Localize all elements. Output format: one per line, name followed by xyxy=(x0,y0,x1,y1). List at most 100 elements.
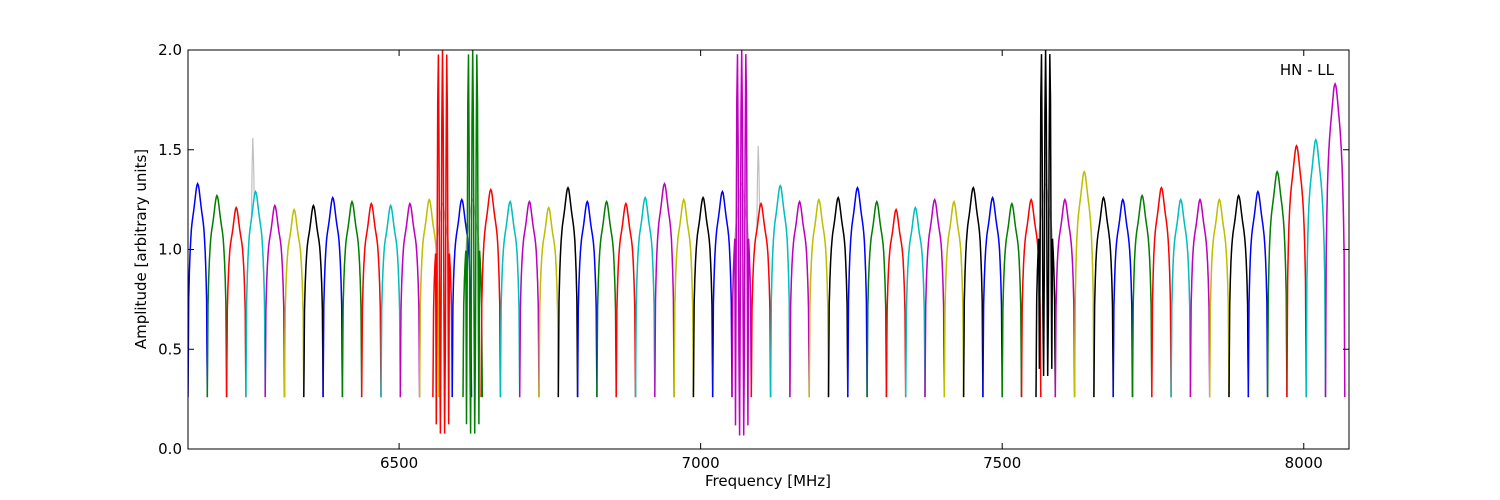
channel-background-trace xyxy=(557,186,579,398)
channel-trace xyxy=(380,203,402,398)
channel-background-trace xyxy=(1001,202,1023,398)
channel-background-trace xyxy=(206,194,228,398)
channel-background-trace xyxy=(827,196,849,398)
channel-trace xyxy=(1247,189,1269,398)
channel-background-trace xyxy=(1305,138,1327,398)
channel-trace xyxy=(750,201,772,398)
channel-trace xyxy=(432,50,453,434)
x-tick-label: 7000 xyxy=(682,454,720,472)
channel-trace xyxy=(557,186,579,398)
channel-background-trace xyxy=(866,200,888,398)
channel-background-trace xyxy=(924,198,945,398)
channel-trace xyxy=(462,50,484,434)
channel-trace xyxy=(451,197,473,398)
channel-background-trace xyxy=(380,204,401,398)
channel-trace xyxy=(596,199,617,398)
channel-background-trace xyxy=(731,182,752,398)
channel-trace xyxy=(1170,197,1192,398)
channel-trace xyxy=(499,199,521,398)
channel-trace xyxy=(188,181,209,398)
channel-trace xyxy=(360,201,382,398)
channel-background-trace xyxy=(519,200,540,398)
y-axis-ticks: 0.0 0.5 1.0 1.5 2.0 xyxy=(158,41,1349,458)
channel-trace xyxy=(1054,197,1076,398)
y-axis-label: Amplitude [arbitrary units] xyxy=(132,149,150,349)
channel-trace xyxy=(1035,50,1057,398)
y-tick-label: 1.5 xyxy=(158,141,182,159)
channel-background-trace xyxy=(769,184,791,398)
channel-trace xyxy=(827,195,849,398)
channel-background-trace xyxy=(499,200,521,398)
channel-trace xyxy=(731,50,753,436)
channel-background-trace xyxy=(1112,198,1134,398)
channel-background-trace xyxy=(634,196,656,398)
channel-background-trace xyxy=(303,204,324,398)
channel-trace xyxy=(1305,138,1327,398)
channel-trace xyxy=(283,207,305,398)
channel-background-trace xyxy=(1209,198,1230,398)
channel-background-trace xyxy=(462,198,483,398)
channel-trace xyxy=(654,182,675,398)
channel-trace xyxy=(264,203,286,398)
channel-trace xyxy=(673,197,695,398)
channel-trace xyxy=(206,193,228,398)
channel-trace xyxy=(1266,170,1288,398)
channel-trace xyxy=(847,186,868,398)
channel-background-trace xyxy=(1073,170,1095,398)
channel-trace xyxy=(808,197,830,398)
channel-background-trace xyxy=(1170,198,1192,398)
channel-trace xyxy=(341,199,363,398)
channel-background-trace xyxy=(692,196,714,398)
channel-background-trace xyxy=(1151,186,1172,398)
channel-background-trace xyxy=(361,202,382,398)
channel-trace xyxy=(769,184,791,398)
channel-trace xyxy=(1324,82,1346,398)
channel-background-trace xyxy=(673,198,695,398)
channel-background-trace xyxy=(1020,198,1042,398)
channel-background-trace xyxy=(480,188,501,398)
channel-background-trace xyxy=(245,137,266,398)
channel-trace xyxy=(245,189,266,398)
channel-trace xyxy=(866,199,888,398)
channel-trace xyxy=(615,201,637,398)
channel-background-trace xyxy=(982,196,1003,398)
channel-trace xyxy=(904,205,926,398)
x-tick-label: 6500 xyxy=(380,454,418,472)
channel-trace xyxy=(538,206,560,398)
channel-trace xyxy=(1112,197,1134,398)
channel-trace xyxy=(711,189,733,398)
channel-background-trace xyxy=(322,196,343,398)
annotation-label: HN - LL xyxy=(1280,61,1335,79)
channel-background-trace xyxy=(905,206,926,398)
channel-trace xyxy=(303,203,324,398)
channel-background-trace xyxy=(1189,198,1211,398)
channel-trace xyxy=(943,199,965,398)
channel-background-trace xyxy=(188,182,208,398)
channel-background-trace xyxy=(750,145,772,398)
channel-trace xyxy=(225,205,247,398)
channel-trace xyxy=(1020,197,1042,398)
channel-trace xyxy=(480,187,502,398)
channel-trace xyxy=(962,186,984,398)
channel-traces xyxy=(188,50,1346,436)
channel-background-trace xyxy=(808,198,830,398)
channel-background-trace xyxy=(1324,82,1346,398)
channel-background-trace xyxy=(1286,144,1307,398)
y-tick-label: 1.0 xyxy=(158,241,182,259)
channel-background-trace xyxy=(615,202,637,398)
channel-trace xyxy=(924,197,946,398)
channel-background-trace xyxy=(432,202,453,398)
y-tick-label: 2.0 xyxy=(158,41,182,59)
channel-trace xyxy=(1093,195,1114,398)
channel-trace xyxy=(418,197,440,398)
y-tick-label: 0.0 xyxy=(158,440,182,458)
channel-background-trace xyxy=(1228,194,1249,398)
channel-background-trace xyxy=(341,200,363,398)
channel-trace xyxy=(322,195,344,398)
channel-background-trace xyxy=(1093,196,1114,398)
channel-trace xyxy=(789,199,810,398)
channel-background-trace xyxy=(1054,198,1076,398)
y-tick-label: 0.5 xyxy=(158,340,182,358)
channel-background-trace xyxy=(596,200,617,398)
channel-trace xyxy=(518,199,540,398)
